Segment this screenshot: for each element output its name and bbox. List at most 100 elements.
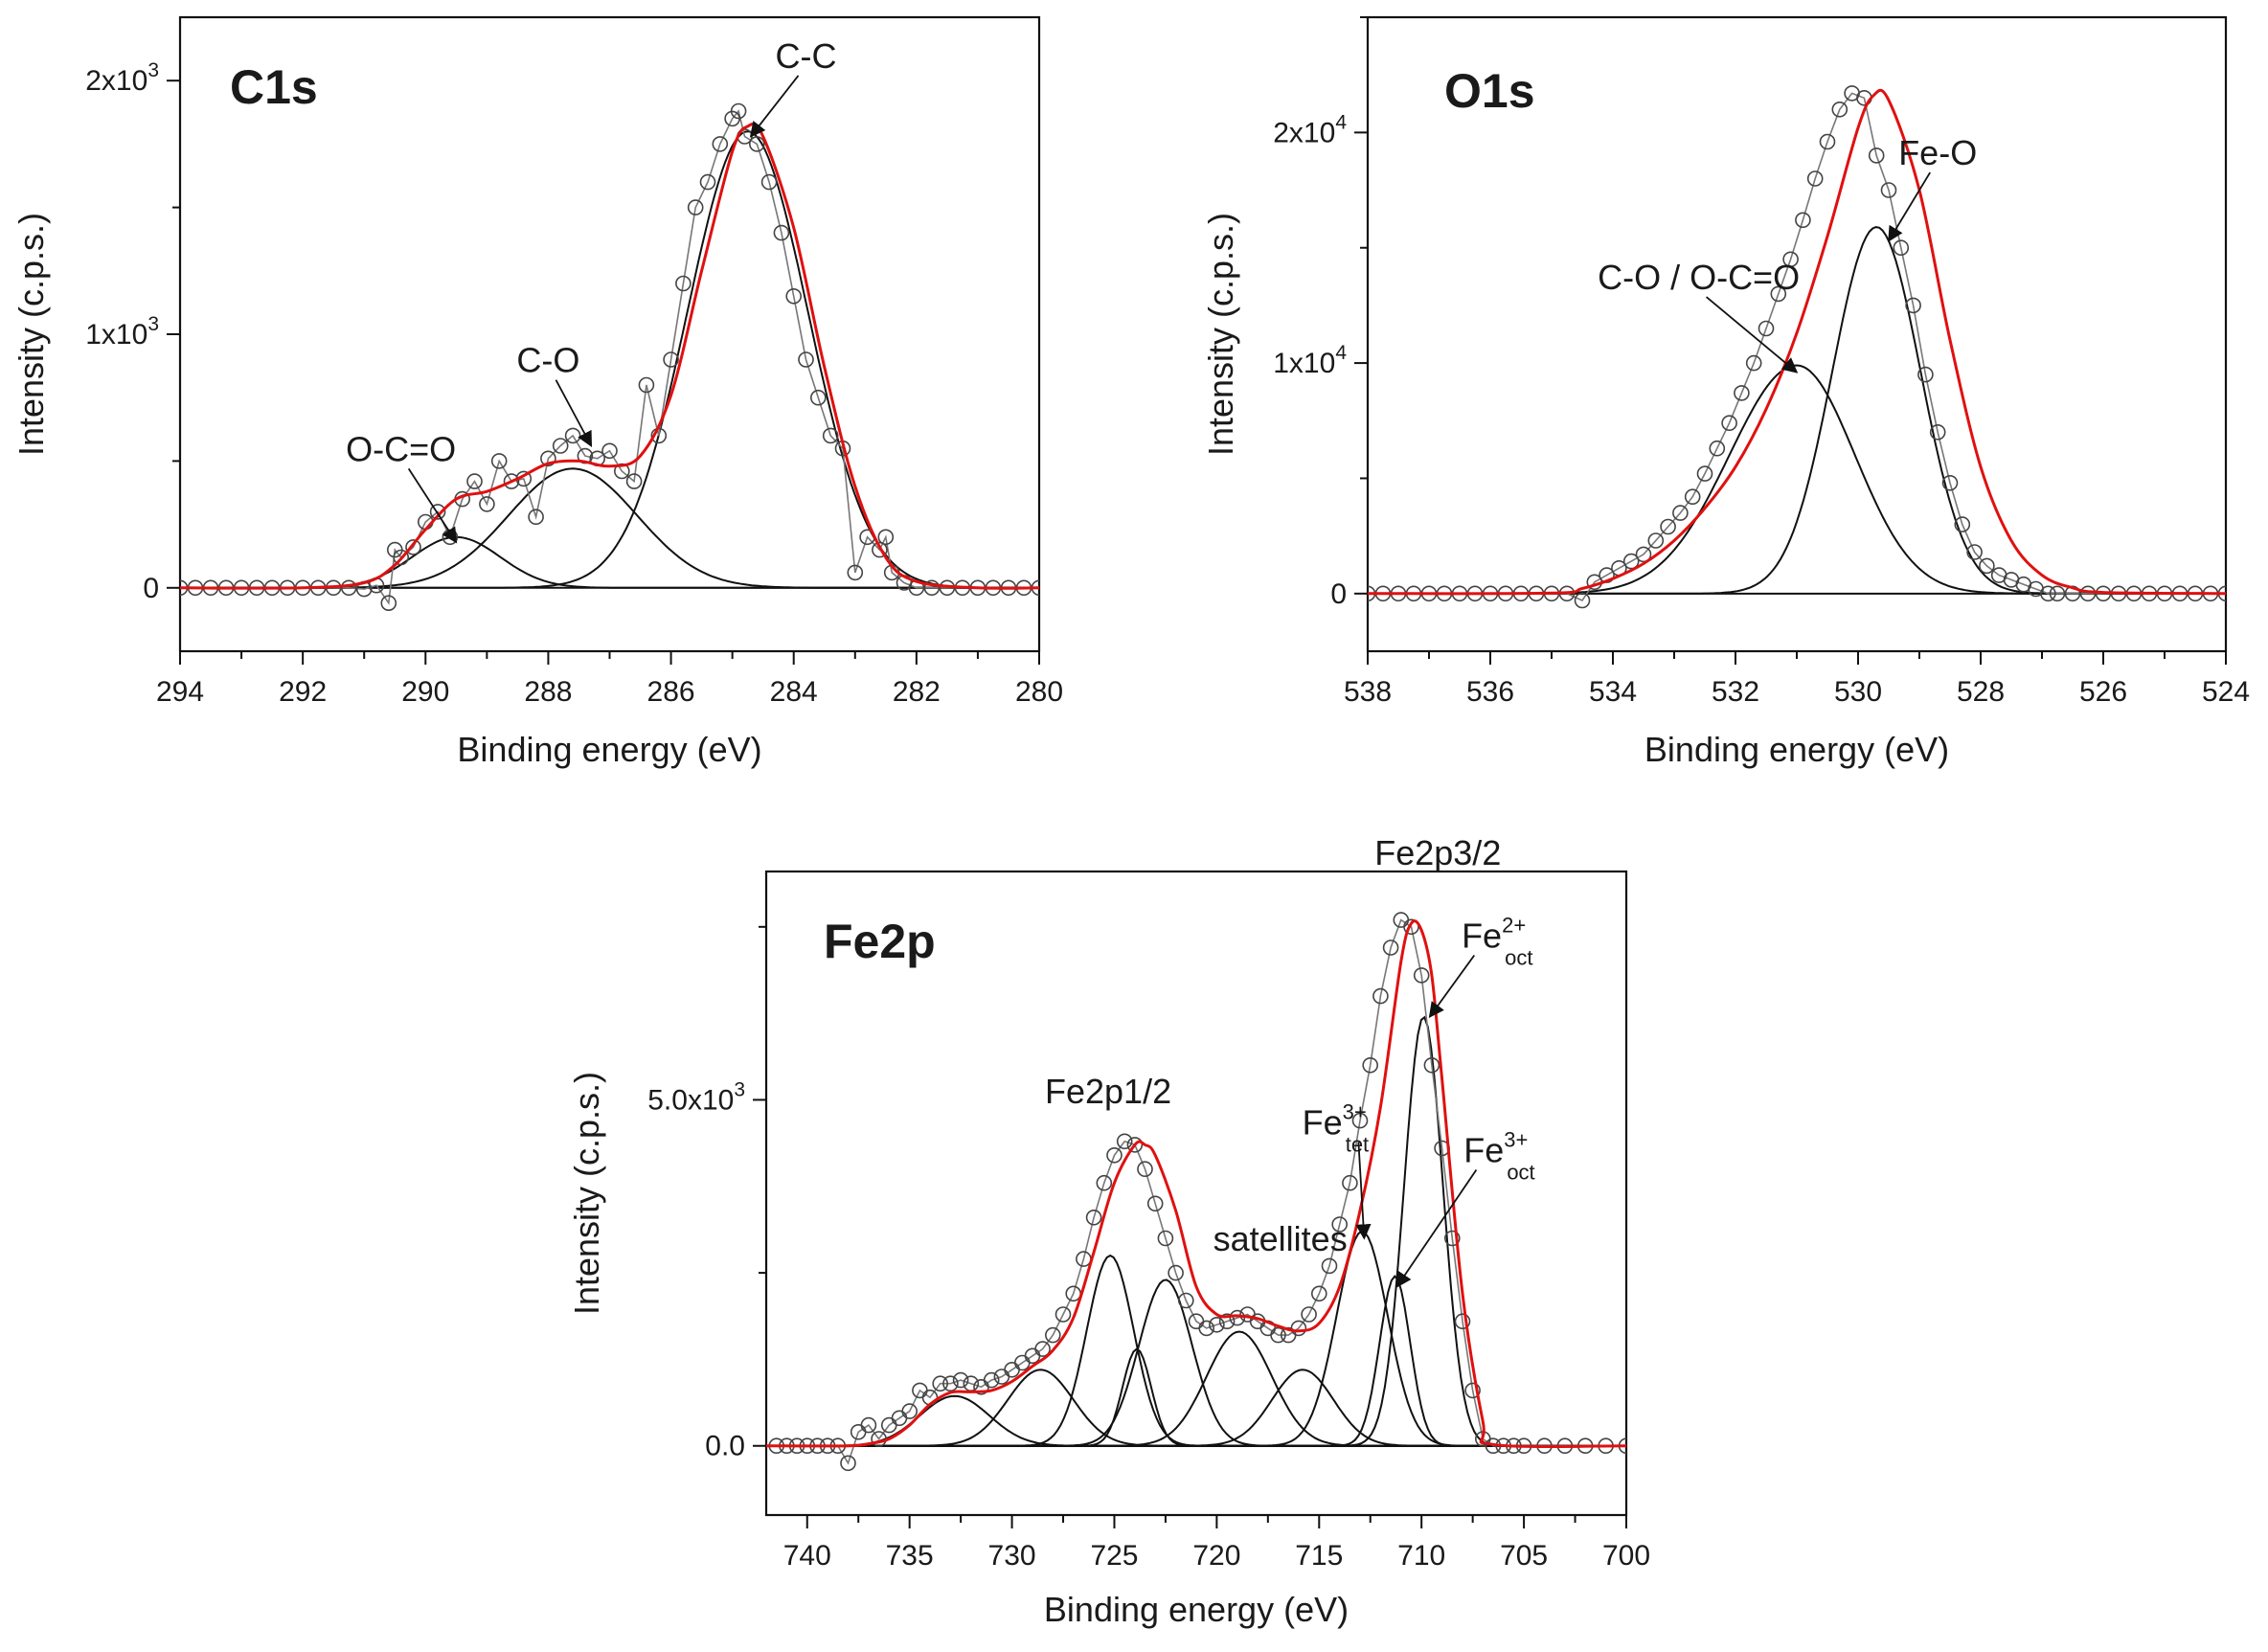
envelope-fit-line [766, 919, 1626, 1449]
data-point [429, 504, 446, 520]
data-point [847, 564, 864, 581]
data-point [1464, 1382, 1481, 1399]
x-tick-label: 730 [988, 1540, 1036, 1572]
data-point [1684, 488, 1701, 506]
x-tick-label: 534 [1589, 676, 1637, 708]
x-tick-label: 286 [647, 676, 695, 708]
y-tick-label: 0 [143, 573, 159, 604]
data-point [1954, 516, 1971, 532]
data-point [479, 496, 495, 512]
x-tick-label: 524 [2202, 676, 2250, 708]
data-point [1880, 182, 1897, 198]
component-peak-c-o-o-c-o [1368, 364, 2226, 595]
plot-frame [764, 870, 1628, 1517]
y-tick-label: 2x104 [1273, 111, 1347, 148]
x-tick-label: 290 [401, 676, 449, 708]
data-point [1106, 1147, 1123, 1164]
data-point [1116, 1133, 1133, 1150]
data-point [663, 351, 679, 368]
data-point [1209, 1317, 1225, 1333]
data-point [2040, 585, 2056, 602]
data-point [528, 509, 544, 526]
data-point [1034, 1341, 1051, 1357]
x-tick-label: 740 [783, 1540, 831, 1572]
annotation-label: C-O / O-C=O [1598, 258, 1800, 297]
data-point [466, 473, 483, 489]
y-tick-label: 1x103 [85, 313, 159, 351]
data-point [675, 275, 692, 292]
x-axis-title: Binding energy (eV) [457, 730, 761, 769]
data-point [490, 453, 508, 469]
data-point [1917, 366, 1934, 383]
data-point [952, 1371, 969, 1389]
data-point [1660, 518, 1676, 535]
annotation-label: Fe2p3/2 [1374, 833, 1501, 872]
data-point [1454, 1313, 1471, 1329]
x-tick-label: 530 [1834, 676, 1882, 708]
component-peak-fe3-tet [766, 1230, 1626, 1447]
data-point [393, 549, 410, 566]
data-point [1745, 354, 1762, 372]
y-axis-title: Intensity (c.p.s.) [1201, 213, 1240, 456]
data-point [840, 1455, 856, 1472]
annotation-label: Fe2+ oct [1462, 913, 1532, 969]
data-point [552, 438, 569, 454]
plot-area [1368, 85, 2226, 609]
x-tick-label: 532 [1712, 676, 1759, 708]
x-tick-label: 526 [2079, 676, 2127, 708]
data-point [712, 136, 729, 152]
annotation-label: Fe3+ oct [1463, 1127, 1534, 1184]
x-tick-label: 284 [770, 676, 818, 708]
data-point [983, 1371, 1000, 1389]
data-point [1622, 553, 1640, 570]
component-peak-c-c [180, 130, 1039, 589]
data-point [822, 427, 839, 444]
data-point [1819, 133, 1836, 150]
annotation-label: Fe-O [1898, 133, 1977, 172]
data-point [1941, 474, 1959, 491]
component-peak-c-o [180, 467, 1039, 589]
annotation-arrow [1355, 1142, 1372, 1240]
panel-c1s: 294 292 290 288 286 284 282 280 0 1x103 2x103 Bin… [11, 15, 1063, 769]
data-point [1734, 385, 1750, 401]
data-point [1137, 1161, 1153, 1177]
data-point [1168, 1264, 1184, 1281]
x-tick-label: 700 [1602, 1540, 1650, 1572]
data-point [1146, 1195, 1164, 1212]
x-tick-label: 288 [524, 676, 572, 708]
data-point [340, 579, 357, 597]
x-tick-label: 720 [1192, 1540, 1240, 1572]
x-tick-label: 538 [1344, 676, 1392, 708]
data-point [405, 539, 421, 555]
data-point [1372, 987, 1389, 1005]
measured-line [776, 918, 1626, 1465]
data-point [1321, 1257, 1338, 1275]
data-point [1806, 170, 1824, 187]
envelope-fit-line [180, 122, 1039, 590]
y-tick-label: 0 [1330, 578, 1347, 610]
annotation-label: satellites [1213, 1219, 1348, 1258]
data-point [699, 173, 716, 191]
data-point [1696, 465, 1713, 482]
x-axis-title: Binding energy (eV) [1644, 730, 1949, 769]
y-tick-label: 2x103 [85, 59, 159, 97]
x-tick-label: 536 [1466, 676, 1514, 708]
data-point [1290, 1320, 1307, 1337]
data-point [785, 287, 803, 305]
x-tick-label: 735 [886, 1540, 934, 1572]
x-tick-label: 710 [1397, 1540, 1445, 1572]
data-point [380, 595, 397, 612]
data-point [1351, 1112, 1369, 1129]
panel-title: C1s [230, 60, 318, 114]
annotation-arrow [555, 379, 593, 447]
data-point [923, 579, 941, 597]
data-point [1574, 592, 1591, 609]
measured-line [180, 109, 1039, 605]
data-point [1795, 212, 1811, 229]
x-tick-label: 715 [1295, 1540, 1343, 1572]
data-point [1831, 102, 1848, 118]
data-point [613, 463, 630, 480]
data-point [1362, 1057, 1378, 1074]
data-point [1929, 423, 1946, 441]
data-point [1198, 1320, 1214, 1337]
